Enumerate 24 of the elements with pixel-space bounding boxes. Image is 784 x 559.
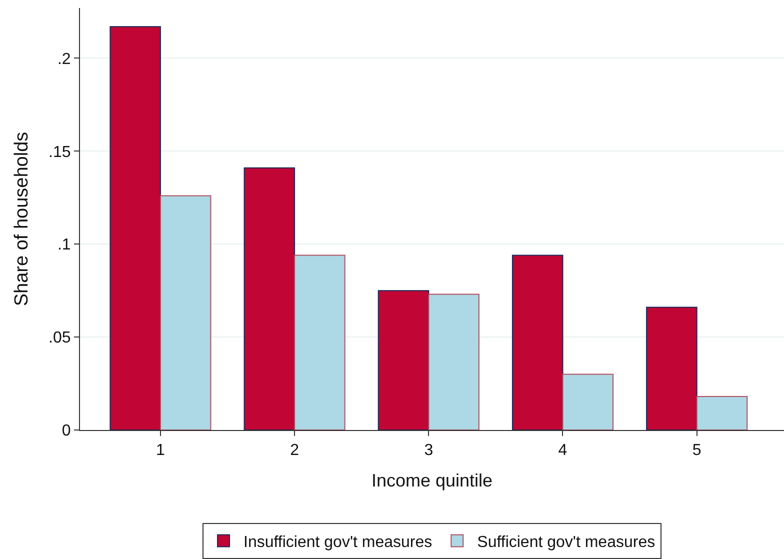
- bar: [244, 167, 296, 430]
- x-tick-label: 3: [424, 442, 434, 460]
- legend-label: Sufficient gov't measures: [477, 534, 656, 551]
- y-tick-label: .2: [57, 50, 71, 68]
- legend-label: Insufficient gov't measures: [244, 534, 432, 551]
- x-tick-label: 4: [558, 442, 568, 460]
- y-tick-label: 0: [62, 422, 71, 440]
- y-axis-title: Share of households: [11, 132, 32, 306]
- y-tick-label: .05: [48, 330, 71, 347]
- bar: [160, 195, 212, 430]
- x-axis-title: Income quintile: [371, 470, 493, 490]
- bar: [294, 254, 346, 430]
- bar: [562, 374, 614, 430]
- y-tick-label: .1: [57, 236, 71, 254]
- x-tick-label: 2: [290, 442, 300, 460]
- x-tick-label: 1: [156, 442, 166, 460]
- bar: [696, 396, 748, 430]
- y-tick-label: .15: [48, 144, 71, 161]
- bar: [646, 306, 698, 430]
- bar: [110, 26, 161, 430]
- bar: [428, 294, 480, 430]
- bar: [512, 254, 564, 430]
- bar: [378, 290, 430, 430]
- x-tick-label: 5: [692, 442, 702, 460]
